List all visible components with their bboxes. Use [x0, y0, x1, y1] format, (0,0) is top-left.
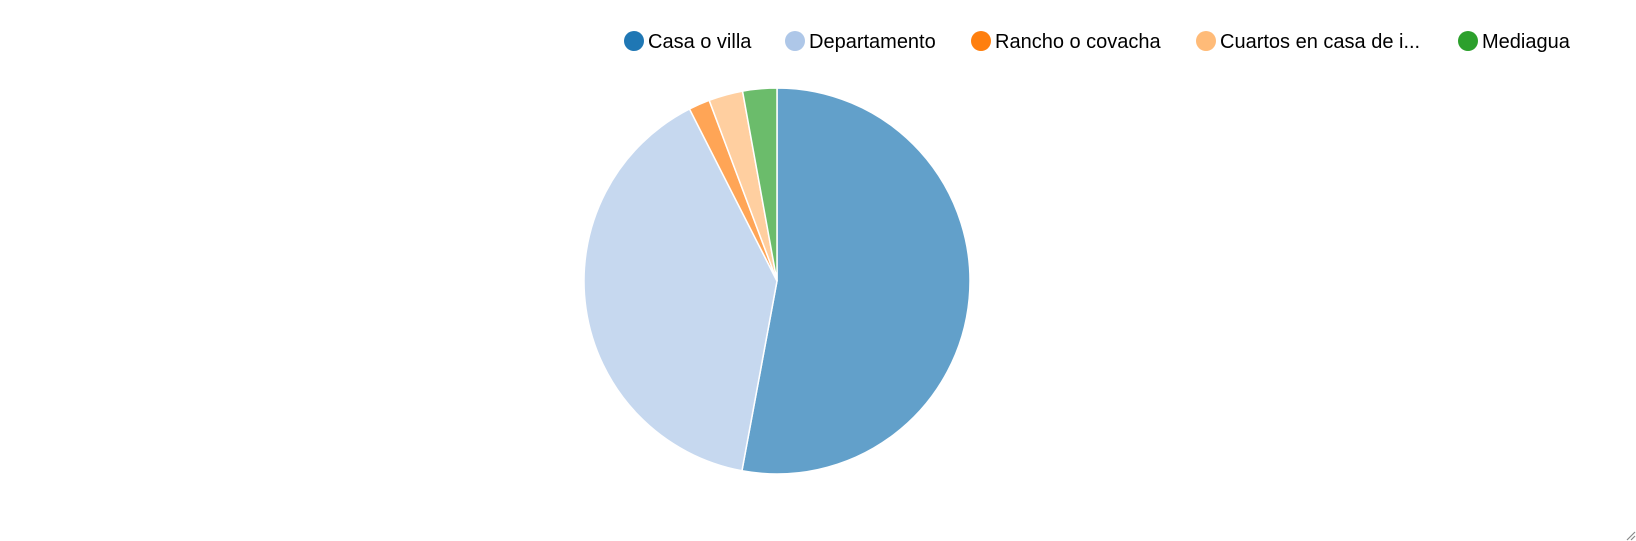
legend-item-4[interactable]: Cuartos en casa de i... [1196, 31, 1420, 53]
legend-swatch [624, 31, 644, 51]
legend-label: Mediagua [1482, 31, 1571, 53]
legend-label: Departamento [809, 31, 936, 53]
legend-swatch [971, 31, 991, 51]
legend-label: Cuartos en casa de i... [1220, 31, 1420, 53]
resize-handle-icon[interactable] [1622, 527, 1636, 541]
legend-swatch [1458, 31, 1478, 51]
pie-slice-1[interactable] [741, 87, 971, 475]
pie-slices [583, 87, 971, 475]
legend-swatch [785, 31, 805, 51]
legend-item-1[interactable]: Casa o villa [624, 31, 752, 53]
legend-item-5[interactable]: Mediagua [1458, 31, 1571, 53]
legend-item-2[interactable]: Departamento [785, 31, 936, 53]
legend-swatch [1196, 31, 1216, 51]
legend: Casa o villa Departamento Rancho o covacha… [624, 31, 1571, 53]
pie-slice-2[interactable] [583, 107, 778, 472]
pie-slice-5[interactable] [741, 87, 778, 282]
legend-label: Casa o villa [648, 31, 752, 53]
legend-label: Rancho o covacha [995, 31, 1162, 53]
legend-item-3[interactable]: Rancho o covacha [971, 31, 1162, 53]
